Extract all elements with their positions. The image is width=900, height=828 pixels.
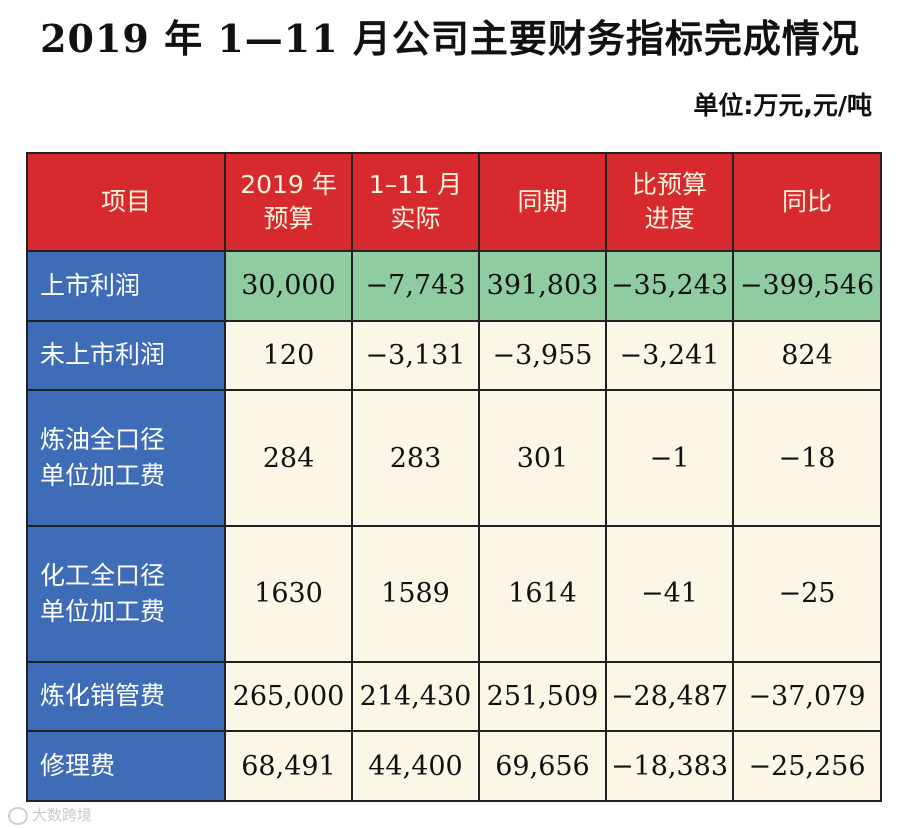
table-cell: 265,000 [224, 660, 353, 733]
table-cell: −41 [605, 524, 734, 663]
header-cell-actual: 1–11 月 实际 [351, 152, 480, 252]
row-label: 炼油全口径 单位加工费 [26, 389, 226, 527]
header-row: 项目 2019 年 预算 1–11 月 实际 同期 比预算 进度 同比 [26, 152, 882, 252]
table-cell: −1 [605, 389, 734, 527]
table-cell: −7,743 [351, 250, 480, 322]
table-cell: −3,955 [478, 319, 607, 392]
row-label-line: 炼油全口径 [40, 425, 166, 455]
row-label: 修理费 [26, 730, 226, 802]
table-cell: −28,487 [605, 660, 734, 733]
table-cell: 284 [224, 389, 353, 527]
header-line: 项目 [100, 187, 151, 216]
table-cell: 391,803 [478, 250, 607, 322]
header-line: 比预算 [631, 170, 707, 199]
table-cell: −37,079 [732, 660, 882, 733]
header-cell-budget: 2019 年 预算 [224, 152, 353, 252]
table-cell: 44,400 [351, 730, 480, 802]
row-label-line: 未上市利润 [40, 340, 166, 370]
table-cell: −25 [732, 524, 882, 663]
table-cell: 251,509 [478, 660, 607, 733]
row-label-line: 炼化销管费 [40, 681, 166, 711]
table-cell: −35,243 [605, 250, 734, 322]
table-cell: 1630 [224, 524, 353, 663]
table-cell: 30,000 [224, 250, 353, 322]
table-row: 上市利润 30,000 −7,743 391,803 −35,243 −399,… [26, 250, 882, 322]
table-cell: −3,241 [605, 319, 734, 392]
header-line: 同期 [517, 187, 568, 216]
table-cell: 214,430 [351, 660, 480, 733]
page-title: 2019 年 1—11 月公司主要财务指标完成情况 [40, 16, 860, 61]
header-cell-yoy: 同比 [732, 152, 882, 252]
table-cell: 1614 [478, 524, 607, 663]
table-cell: −3,131 [351, 319, 480, 392]
financial-indicators-table: 项目 2019 年 预算 1–11 月 实际 同期 比预算 进度 同比 [26, 152, 882, 802]
row-label: 炼化销管费 [26, 660, 226, 733]
table-cell: 824 [732, 319, 882, 392]
table-row: 修理费 68,491 44,400 69,656 −18,383 −25,256 [26, 730, 882, 802]
row-label-line: 化工全口径 [40, 560, 166, 590]
table-cell: −18 [732, 389, 882, 527]
row-label-line: 修理费 [40, 751, 116, 781]
table-cell: −18,383 [605, 730, 734, 802]
row-label-line: 上市利润 [40, 270, 141, 300]
header-line: 同比 [781, 187, 832, 216]
header-line: 1–11 月 [368, 170, 463, 199]
header-line: 预算 [263, 204, 314, 233]
table-cell: 1589 [351, 524, 480, 663]
table-row: 化工全口径 单位加工费 1630 1589 1614 −41 −25 [26, 524, 882, 663]
row-label-line: 单位加工费 [40, 461, 166, 491]
table-row: 炼油全口径 单位加工费 284 283 301 −1 −18 [26, 389, 882, 527]
table-cell: 283 [351, 389, 480, 527]
header-cell-vs-budget: 比预算 进度 [605, 152, 734, 252]
header-line: 实际 [390, 204, 441, 233]
header-cell-item: 项目 [26, 152, 226, 252]
table-cell: 120 [224, 319, 353, 392]
row-label: 化工全口径 单位加工费 [26, 524, 226, 663]
table-cell: 68,491 [224, 730, 353, 802]
watermark: 大数跨境 [8, 804, 92, 825]
header-line: 2019 年 [240, 170, 337, 199]
table-cell: 69,656 [478, 730, 607, 802]
table-row: 未上市利润 120 −3,131 −3,955 −3,241 824 [26, 319, 882, 392]
table-row: 炼化销管费 265,000 214,430 251,509 −28,487 −3… [26, 660, 882, 733]
row-label: 未上市利润 [26, 319, 226, 392]
table-cell: −25,256 [732, 730, 882, 802]
table-cell: 301 [478, 389, 607, 527]
watermark-text: 大数跨境 [32, 806, 93, 824]
table-cell: −399,546 [732, 250, 882, 322]
header-line: 进度 [644, 204, 695, 233]
row-label-line: 单位加工费 [40, 596, 166, 626]
unit-note: 单位:万元,元/吨 [693, 91, 872, 120]
row-label: 上市利润 [26, 250, 226, 322]
header-cell-same-period: 同期 [478, 152, 607, 252]
watermark-logo-icon [8, 806, 28, 825]
